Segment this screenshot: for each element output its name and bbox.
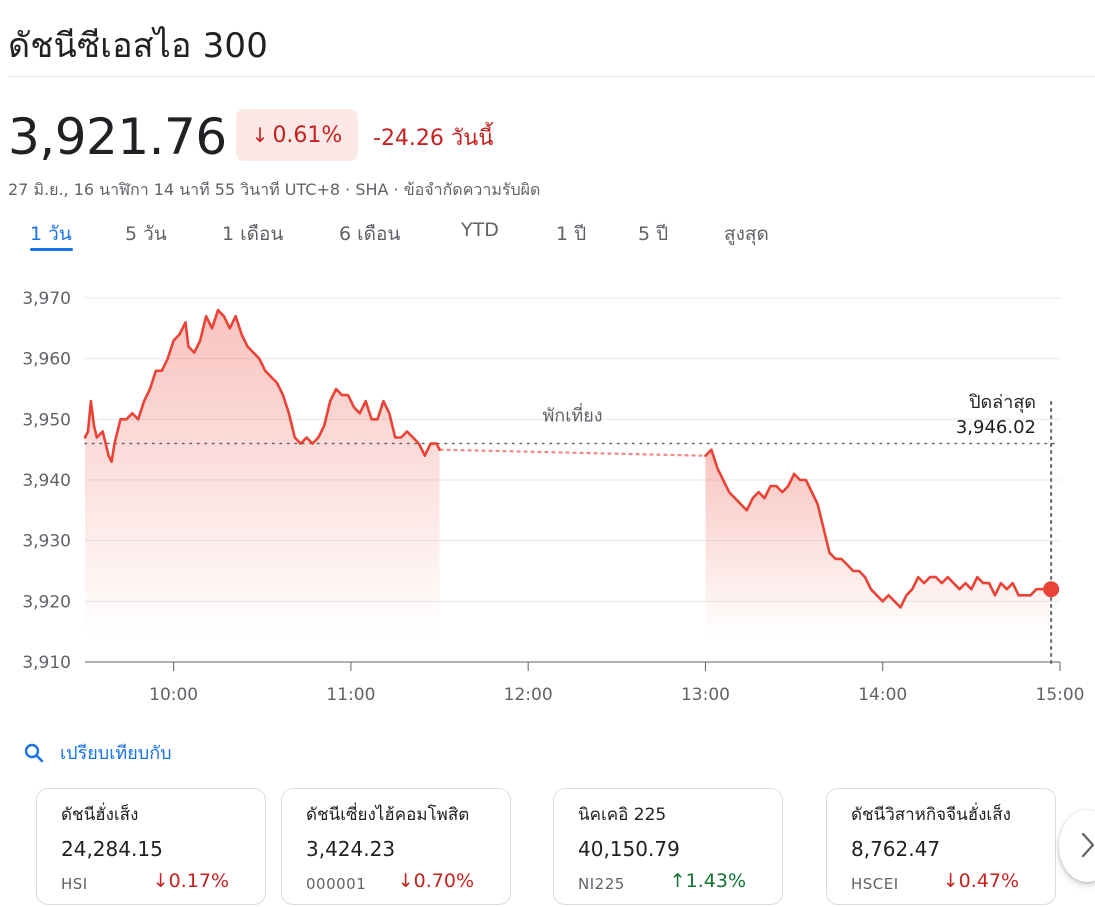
compare-card-hscei[interactable]: ดัชนีวิสาหกิจจีนฮั่งเส็ง 8,762.47 HSCEI …	[826, 788, 1056, 905]
percent-change-value: 0.61%	[272, 122, 343, 148]
card-change-value: 1.43%	[685, 870, 746, 892]
tab-ytd[interactable]: YTD	[461, 219, 499, 241]
previous-close-label: ปิดล่าสุด	[969, 392, 1036, 413]
current-price: 3,921.76	[8, 108, 227, 166]
card-change: ↑1.43%	[670, 870, 746, 892]
card-value: 24,284.15	[61, 837, 163, 861]
series-area-1	[85, 310, 440, 637]
card-ticker: HSCEI	[851, 875, 899, 893]
card-ticker: 000001	[306, 875, 367, 893]
next-cards-button[interactable]	[1059, 810, 1095, 882]
card-change: ↓0.17%	[153, 870, 229, 892]
title-divider	[8, 76, 1095, 77]
card-value: 3,424.23	[306, 837, 396, 861]
compare-label: เปรียบเทียบกับ	[60, 743, 172, 764]
card-ticker: NI225	[578, 875, 625, 893]
card-name: ดัชนีฮั่งเส็ง	[61, 805, 139, 825]
lunch-break-label: พักเที่ยง	[542, 402, 602, 426]
compare-card-nikkei[interactable]: นิคเคอิ 225 40,150.79 NI225 ↑1.43%	[553, 788, 783, 905]
chart-areas	[85, 310, 1052, 637]
x-tick-label: 13:00	[681, 685, 730, 705]
y-tick-label: 3,940	[22, 471, 71, 491]
x-axis: 10:00 11:00 12:00 13:00 14:00 15:00	[85, 661, 1085, 705]
compare-card-sse[interactable]: ดัชนีเซี่ยงไฮ้คอมโพสิต 3,424.23 000001 ↓…	[281, 788, 511, 905]
percent-change-badge: ↓ 0.61%	[236, 109, 358, 161]
card-change-value: 0.17%	[168, 870, 229, 892]
card-change-value: 0.70%	[413, 870, 474, 892]
x-tick-label: 12:00	[504, 685, 553, 705]
tab-1-year[interactable]: 1 ปี	[556, 223, 587, 245]
y-axis-ticks: 3,970 3,960 3,950 3,940 3,930 3,920 3,910	[22, 289, 71, 673]
card-ticker: HSI	[61, 875, 88, 893]
arrow-down-icon: ↓	[152, 870, 169, 892]
tab-max[interactable]: สูงสุด	[724, 223, 769, 245]
compare-card-hsi[interactable]: ดัชนีฮั่งเส็ง 24,284.15 HSI ↓0.17%	[36, 788, 266, 905]
active-tab-indicator	[30, 248, 73, 251]
page-title: ดัชนีซีเอสไอ 300	[8, 26, 269, 66]
chevron-right-icon	[1081, 832, 1095, 858]
series-line-2	[704, 448, 1053, 609]
tab-1-month[interactable]: 1 เดือน	[222, 223, 284, 245]
lunch-break-line	[439, 448, 706, 457]
price-chart[interactable]: 3,970 3,960 3,950 3,940 3,930 3,920 3,910 10:0…	[0, 270, 1095, 710]
y-tick-label: 3,970	[22, 289, 71, 309]
current-price-dot	[1043, 581, 1060, 598]
y-tick-label: 3,910	[22, 653, 71, 673]
x-tick-label: 15:00	[1036, 685, 1085, 705]
card-name: ดัชนีวิสาหกิจจีนฮั่งเส็ง	[851, 805, 1011, 825]
quote-meta[interactable]: 27 มิ.ย., 16 นาฬิกา 14 นาที 55 วินาที UT…	[8, 180, 541, 199]
tab-5-years[interactable]: 5 ปี	[638, 223, 669, 245]
y-tick-label: 3,950	[22, 410, 71, 430]
tab-6-months[interactable]: 6 เดือน	[339, 223, 401, 245]
arrow-down-icon: ↓	[942, 870, 959, 892]
tab-1-day[interactable]: 1 วัน	[30, 219, 73, 251]
y-tick-label: 3,960	[22, 350, 71, 370]
series-line-1	[83, 308, 441, 464]
y-tick-label: 3,930	[22, 532, 71, 552]
arrow-up-icon: ↑	[669, 870, 686, 892]
card-name: ดัชนีเซี่ยงไฮ้คอมโพสิต	[306, 805, 470, 825]
arrow-down-icon: ↓	[251, 123, 269, 147]
today-label: วันนี้	[450, 126, 494, 151]
compare-link[interactable]: เปรียบเทียบกับ	[24, 738, 172, 767]
series-area-2	[705, 449, 1052, 637]
absolute-change: -24.26 วันนี้	[373, 120, 493, 155]
x-tick-label: 14:00	[858, 685, 907, 705]
card-change: ↓0.47%	[943, 870, 1019, 892]
tab-5-days[interactable]: 5 วัน	[125, 223, 167, 245]
absolute-change-value: -24.26	[373, 126, 444, 151]
arrow-down-icon: ↓	[397, 870, 414, 892]
card-value: 40,150.79	[578, 837, 680, 861]
x-tick-label: 10:00	[149, 685, 198, 705]
x-tick-label: 11:00	[326, 685, 375, 705]
card-name: นิคเคอิ 225	[578, 805, 667, 825]
card-change-value: 0.47%	[958, 870, 1019, 892]
card-change: ↓0.70%	[398, 870, 474, 892]
previous-close-value: 3,946.02	[956, 417, 1036, 438]
search-icon	[24, 743, 44, 762]
card-value: 8,762.47	[851, 837, 941, 861]
y-tick-label: 3,920	[22, 592, 71, 612]
tab-label: 1 วัน	[30, 223, 72, 245]
chart-lines	[83, 308, 1053, 609]
